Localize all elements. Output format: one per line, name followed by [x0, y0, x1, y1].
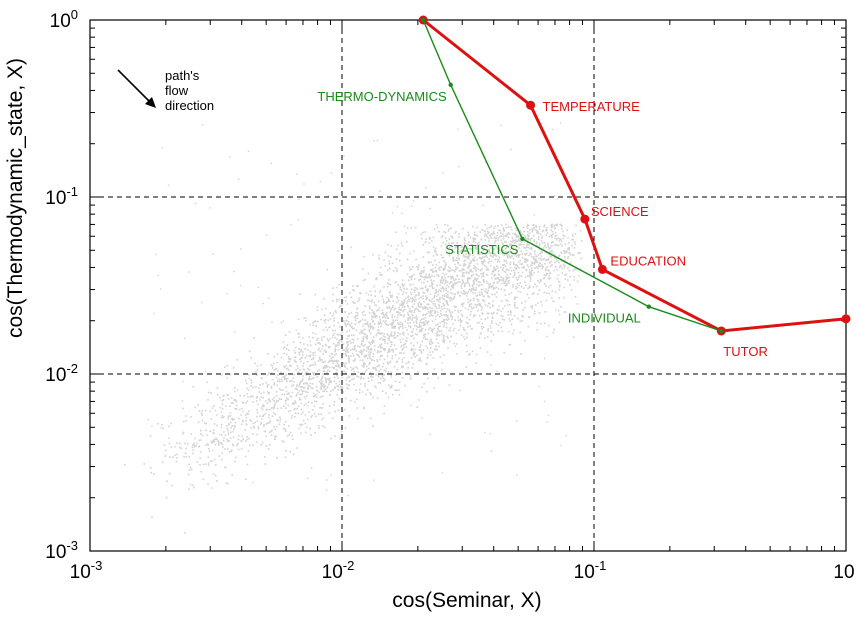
green-path-line — [422, 19, 722, 332]
y-tick-label: 10-2 — [45, 361, 78, 386]
green-path-point — [719, 328, 724, 334]
point-label-thermo-dynamics: THERMO-DYNAMICS — [317, 89, 447, 104]
green-path-point — [420, 17, 426, 23]
point-label-science: SCIENCE — [591, 204, 649, 219]
grid-lines — [90, 20, 846, 551]
point-label-temperature: TEMPERATURE — [543, 99, 641, 114]
plot-frame — [89, 19, 847, 552]
red-path-point — [580, 214, 590, 224]
y-tick-label: 10-3 — [45, 538, 78, 563]
flow-direction-annotation: path's flow direction — [117, 68, 214, 113]
point-label-individual: INDIVIDUAL — [568, 311, 641, 326]
x-axis-label: cos(Seminar, X) — [392, 589, 541, 612]
x-tick-label: 10 — [833, 562, 854, 583]
flow-arrow-icon — [117, 69, 154, 106]
red-path-point — [597, 264, 607, 274]
point-label-tutor: TUTOR — [723, 344, 768, 359]
background-point-cloud — [123, 122, 583, 534]
red-path-point — [841, 314, 851, 324]
y-axis-label: cos(Thermodynamic_state, X) — [4, 58, 27, 338]
point-label-statistics: STATISTICS — [445, 242, 519, 257]
x-tick-label: 10-3 — [70, 558, 103, 583]
red-path-point — [526, 100, 536, 110]
series-layer — [418, 15, 851, 336]
y-tick-label: 100 — [50, 7, 78, 32]
axis-ticks: 10-310-3 10-2 10-2 10-1 10-1 10 100 — [45, 7, 854, 583]
red-path-line — [422, 18, 847, 333]
point-label-education: EDUCATION — [610, 253, 686, 268]
point-labels: TEMPERATURE SCIENCE EDUCATION TUTOR THERMO-D… — [317, 89, 767, 359]
annotation-line-2: flow — [165, 83, 189, 98]
x-tick-label: 10-1 — [574, 558, 607, 583]
cloud-points — [123, 122, 583, 534]
x-tick-label: 10-2 — [322, 558, 355, 583]
green-path-point — [646, 304, 652, 309]
y-tick-label: 10-1 — [45, 184, 78, 209]
green-path-point — [448, 82, 453, 88]
flow-arrowhead-icon — [145, 97, 156, 108]
annotation-line-1: path's — [165, 68, 200, 83]
green-path-point — [520, 236, 525, 242]
annotation-line-3: direction — [165, 98, 214, 113]
